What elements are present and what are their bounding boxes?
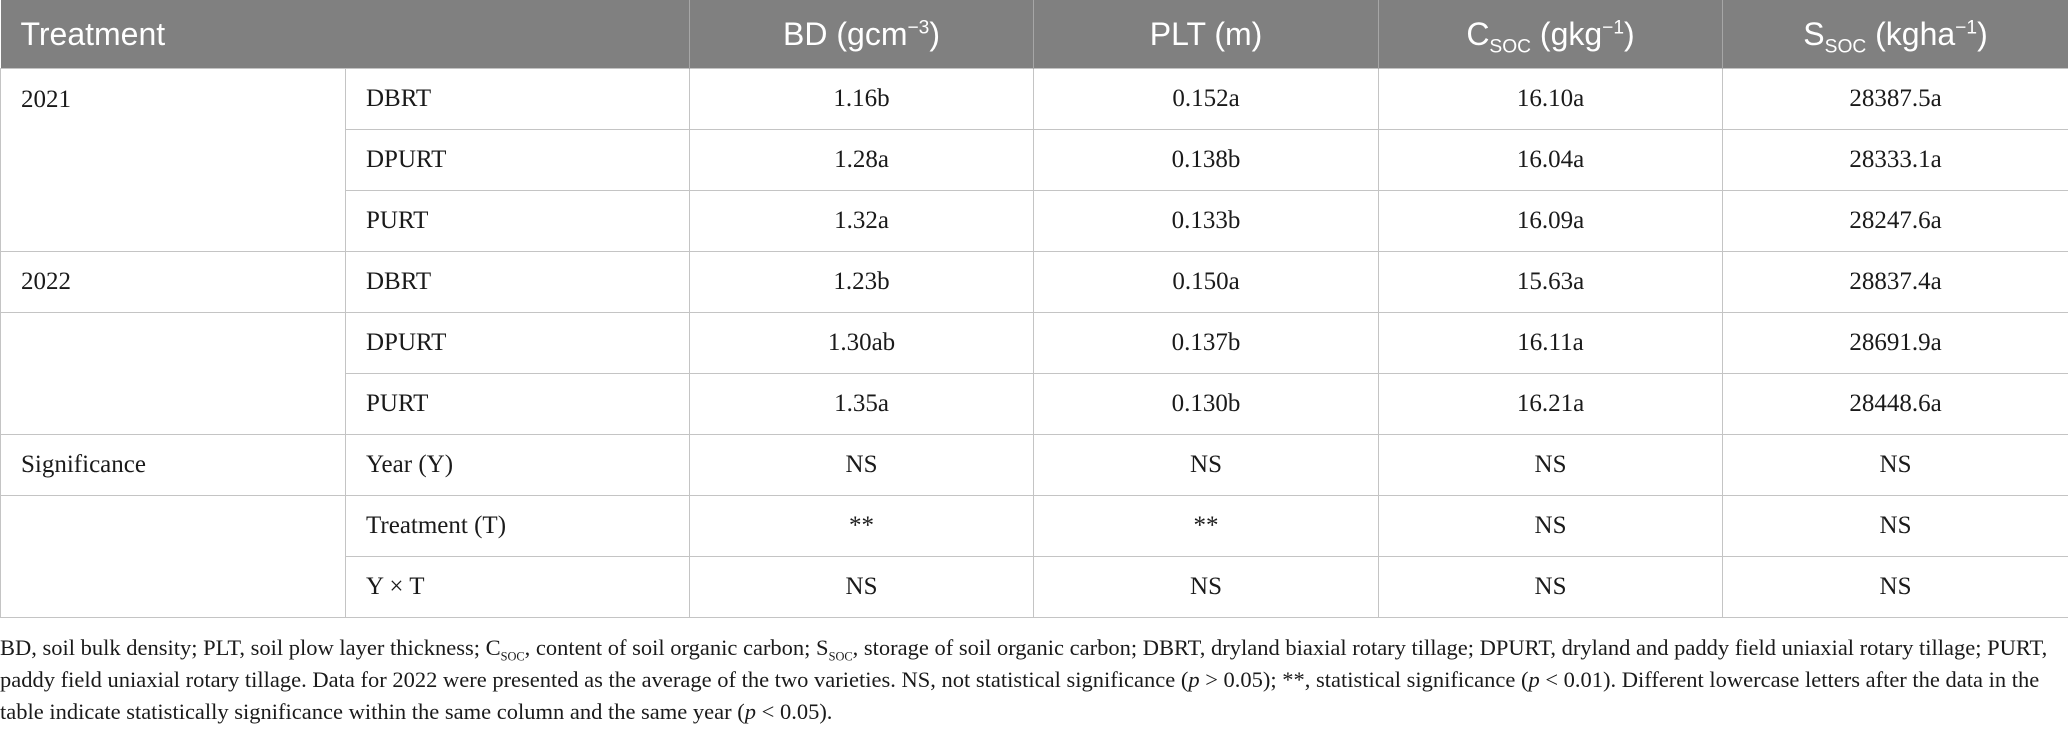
- group-label-2021: 2021: [0, 68, 346, 252]
- bd-cell: **: [689, 495, 1035, 557]
- table-row: PURT 1.32a 0.133b 16.09a 28247.6a: [1, 190, 2068, 252]
- plt-cell: NS: [1033, 434, 1380, 496]
- bd-cell: 1.35a: [689, 373, 1035, 435]
- ssoc-cell: 28448.6a: [1722, 373, 2068, 435]
- csoc-cell: NS: [1378, 556, 1724, 618]
- table-row: 2022 DBRT 1.23b 0.150a 15.63a 28837.4a: [0, 251, 2068, 313]
- table-row: 2021 DBRT 1.16b 0.152a 16.10a 28387.5a: [0, 68, 2068, 252]
- group-spacer: [0, 312, 346, 435]
- group-label-2022: 2022: [0, 251, 346, 313]
- plt-cell: **: [1033, 495, 1380, 557]
- group-spacer: [0, 495, 346, 618]
- header-plt: PLT (m): [1033, 0, 1380, 69]
- bd-cell: 1.16b: [689, 68, 1035, 130]
- header-csoc: CSOC (gkg−1): [1378, 0, 1724, 69]
- header-bd: BD (gcm−3): [689, 0, 1035, 69]
- table-footnote: BD, soil bulk density; PLT, soil plow la…: [0, 635, 2048, 724]
- csoc-cell: 16.10a: [1378, 68, 1724, 130]
- treatment-cell: DPURT: [344, 312, 691, 374]
- plt-cell: 0.133b: [1033, 190, 1380, 252]
- csoc-cell: 16.04a: [1378, 129, 1724, 191]
- ssoc-cell: 28691.9a: [1722, 312, 2068, 374]
- table-header-row: Treatment BD (gcm−3) PLT (m) CSOC (gkg−1…: [0, 0, 2068, 69]
- ssoc-cell: NS: [1722, 434, 2068, 496]
- csoc-cell: NS: [1378, 495, 1724, 557]
- plt-cell: 0.152a: [1033, 68, 1380, 130]
- ssoc-cell: 28247.6a: [1722, 190, 2068, 252]
- treatment-cell: PURT: [344, 373, 691, 435]
- header-treatment: Treatment: [0, 0, 691, 69]
- plt-cell: 0.150a: [1033, 251, 1380, 313]
- bd-cell: NS: [689, 434, 1035, 496]
- ssoc-cell: 28837.4a: [1722, 251, 2068, 313]
- table-row: DPURT 1.30ab 0.137b 16.11a 28691.9a: [0, 312, 2068, 435]
- plt-cell: NS: [1033, 556, 1380, 618]
- csoc-cell: 16.09a: [1378, 190, 1724, 252]
- csoc-cell: NS: [1378, 434, 1724, 496]
- plt-cell: 0.130b: [1033, 373, 1380, 435]
- treatment-cell: Y × T: [344, 556, 691, 618]
- bd-cell: NS: [689, 556, 1035, 618]
- treatment-cell: Year (Y): [344, 434, 691, 496]
- header-ssoc: SSOC (kgha−1): [1722, 0, 2068, 69]
- bd-cell: 1.23b: [689, 251, 1035, 313]
- csoc-cell: 16.21a: [1378, 373, 1724, 435]
- plt-cell: 0.137b: [1033, 312, 1380, 374]
- treatment-cell: PURT: [344, 190, 691, 252]
- csoc-cell: 15.63a: [1378, 251, 1724, 313]
- treatment-cell: DBRT: [344, 251, 691, 313]
- treatment-cell: Treatment (T): [344, 495, 691, 557]
- group-label-significance: Significance: [0, 434, 346, 496]
- bd-cell: 1.30ab: [689, 312, 1035, 374]
- table-row: Treatment (T) ** ** NS NS: [0, 495, 2068, 618]
- treatment-cell: DBRT: [344, 68, 691, 130]
- bd-cell: 1.28a: [689, 129, 1035, 191]
- ssoc-cell: NS: [1722, 556, 2068, 618]
- ssoc-cell: NS: [1722, 495, 2068, 557]
- ssoc-cell: 28387.5a: [1722, 68, 2068, 130]
- treatment-cell: DPURT: [344, 129, 691, 191]
- plt-cell: 0.138b: [1033, 129, 1380, 191]
- data-table: Treatment BD (gcm−3) PLT (m) CSOC (gkg−1…: [0, 0, 2068, 618]
- csoc-cell: 16.11a: [1378, 312, 1724, 374]
- table-row: Significance Year (Y) NS NS NS NS: [0, 434, 2068, 496]
- table-row: Y × T NS NS NS NS: [1, 556, 2068, 618]
- table-row: PURT 1.35a 0.130b 16.21a 28448.6a: [1, 373, 2068, 435]
- ssoc-cell: 28333.1a: [1722, 129, 2068, 191]
- bd-cell: 1.32a: [689, 190, 1035, 252]
